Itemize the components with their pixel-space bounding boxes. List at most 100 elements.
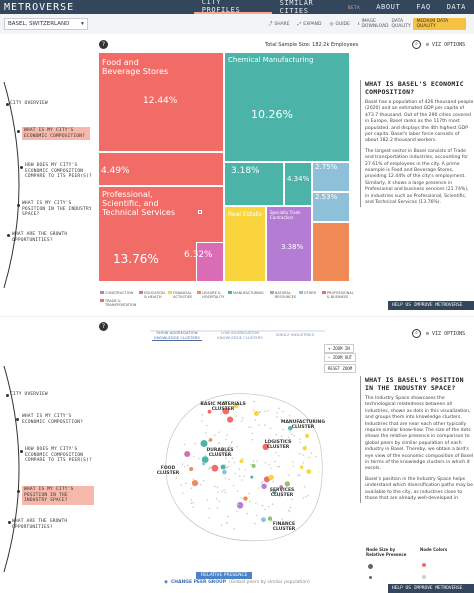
industry-node[interactable]: [229, 445, 231, 447]
industry-node[interactable]: [218, 500, 220, 503]
relative-presence-button[interactable]: RELATIVE PRESENCE: [196, 572, 253, 579]
industry-node[interactable]: [252, 460, 255, 463]
industry-node[interactable]: [204, 454, 207, 456]
industry-node[interactable]: [254, 419, 257, 421]
industry-node[interactable]: [221, 452, 224, 455]
industry-node[interactable]: [205, 432, 207, 434]
agg-toggle-clusters[interactable]: SHOW AGGREGATION KNOWLEDGE CLUSTERS: [152, 330, 202, 341]
timeline-item-composition[interactable]: WHAT IS MY CITY'S ECONOMIC COMPOSITION?: [22, 414, 84, 425]
industry-node[interactable]: [250, 475, 254, 479]
industry-node[interactable]: [272, 480, 275, 483]
industry-node[interactable]: [264, 508, 266, 511]
industry-node[interactable]: [190, 502, 193, 505]
industry-node[interactable]: [214, 485, 216, 488]
industry-node[interactable]: [224, 491, 227, 494]
help-icon[interactable]: ?: [99, 322, 108, 331]
treemap-cell-mfg-b[interactable]: 4.34%: [284, 162, 312, 206]
industry-node[interactable]: [280, 418, 282, 421]
industry-node[interactable]: [283, 494, 286, 496]
industry-node[interactable]: [271, 503, 274, 505]
agg-toggle-single[interactable]: SINGLE INDUSTRIES: [276, 332, 314, 337]
industry-node[interactable]: [288, 510, 291, 513]
industry-node[interactable]: [255, 502, 257, 505]
industry-node[interactable]: [292, 465, 295, 467]
legend-item[interactable]: FINANCIAL ACTIVITIES: [168, 291, 192, 299]
industry-node[interactable]: [208, 507, 211, 510]
industry-node[interactable]: [239, 459, 244, 464]
industry-node[interactable]: [206, 499, 208, 501]
industry-node[interactable]: [267, 505, 270, 508]
industry-node[interactable]: [239, 475, 241, 477]
industry-node[interactable]: [216, 486, 219, 489]
industry-node[interactable]: [200, 420, 203, 422]
search-icon[interactable]: ⌕: [412, 329, 421, 338]
industry-node[interactable]: [233, 528, 235, 530]
industry-node[interactable]: [185, 482, 187, 484]
industry-node[interactable]: [208, 468, 210, 470]
industry-node[interactable]: [208, 466, 211, 469]
industry-node[interactable]: [304, 433, 310, 438]
industry-node[interactable]: [198, 457, 200, 460]
zoom-in-button[interactable]: + ZOOM IN: [324, 344, 354, 353]
industry-node[interactable]: [228, 461, 230, 463]
legend-item[interactable]: TRADE & TRANSPORTATION: [100, 299, 136, 307]
industry-node[interactable]: [202, 462, 206, 466]
industry-node[interactable]: [287, 429, 290, 431]
timeline-item-position[interactable]: WHAT IS MY CITY'S POSITION IN THE INDUST…: [22, 201, 92, 217]
industry-node[interactable]: [220, 524, 223, 526]
data-quality[interactable]: DATA QUALITY MEDIUM DATA QUALITY: [391, 18, 466, 30]
nav-similar-cities[interactable]: SIMILAR CITIES BETA: [272, 0, 369, 15]
industry-node[interactable]: [192, 501, 194, 504]
industry-node[interactable]: [199, 483, 202, 486]
industry-node[interactable]: [299, 441, 301, 444]
industry-node[interactable]: [268, 474, 274, 481]
industry-node[interactable]: [202, 479, 205, 482]
legend-item[interactable]: PROFESSIONAL & BUSINESS: [321, 291, 354, 299]
industry-node[interactable]: [225, 457, 227, 459]
industry-node[interactable]: [300, 465, 304, 469]
viz-options-button[interactable]: ⚙ VIZ OPTIONS: [426, 42, 465, 48]
industry-node[interactable]: [211, 464, 219, 472]
industry-node[interactable]: [190, 499, 193, 501]
industry-node[interactable]: [217, 491, 219, 493]
industry-node[interactable]: [175, 477, 178, 479]
industry-node[interactable]: [264, 461, 267, 464]
industry-node[interactable]: [192, 478, 195, 481]
industry-node[interactable]: [227, 416, 234, 423]
legend-item[interactable]: NATURAL RESOURCES: [269, 291, 296, 299]
industry-node[interactable]: [303, 486, 306, 488]
industry-node[interactable]: [243, 496, 248, 501]
timeline-item-overview[interactable]: CITY OVERVIEW: [10, 101, 48, 106]
industry-node[interactable]: [292, 461, 294, 463]
industry-node[interactable]: [191, 480, 199, 487]
industry-node[interactable]: [254, 522, 256, 525]
industry-node[interactable]: [297, 423, 299, 425]
treemap-cell-construction[interactable]: Specialty Trade Contractors 3.38%: [266, 206, 312, 282]
industry-node[interactable]: [261, 504, 264, 507]
zoom-out-button[interactable]: − ZOOM OUT: [324, 353, 357, 362]
industry-node[interactable]: [273, 490, 276, 492]
industry-node[interactable]: [258, 424, 260, 427]
industry-node[interactable]: [224, 464, 226, 466]
treemap-cell-chemical[interactable]: Chemical Manufacturing 10.26%: [224, 52, 350, 162]
industry-node[interactable]: [287, 509, 290, 512]
industry-node[interactable]: [227, 515, 229, 518]
industry-node[interactable]: [242, 457, 244, 460]
industry-node[interactable]: [247, 426, 250, 428]
industry-node[interactable]: [201, 456, 209, 463]
legend-item[interactable]: LEISURE & HOSPITALITY: [197, 291, 224, 299]
industry-node[interactable]: [288, 474, 290, 476]
industry-node[interactable]: [278, 465, 281, 468]
treemap-cell-education-b[interactable]: [198, 210, 202, 214]
industry-node[interactable]: [281, 518, 284, 521]
industry-node[interactable]: [281, 435, 283, 437]
industry-node[interactable]: [223, 401, 228, 405]
reset-zoom-button[interactable]: RESET ZOOM: [324, 364, 357, 373]
timeline-item-overview[interactable]: CITY OVERVIEW: [10, 392, 48, 397]
industry-node[interactable]: [193, 455, 195, 458]
industry-node[interactable]: [237, 503, 239, 506]
expand-button[interactable]: ⤢ EXPAND: [298, 21, 322, 28]
industry-node[interactable]: [275, 451, 277, 454]
industry-node[interactable]: [258, 487, 260, 489]
industry-node[interactable]: [263, 476, 270, 483]
